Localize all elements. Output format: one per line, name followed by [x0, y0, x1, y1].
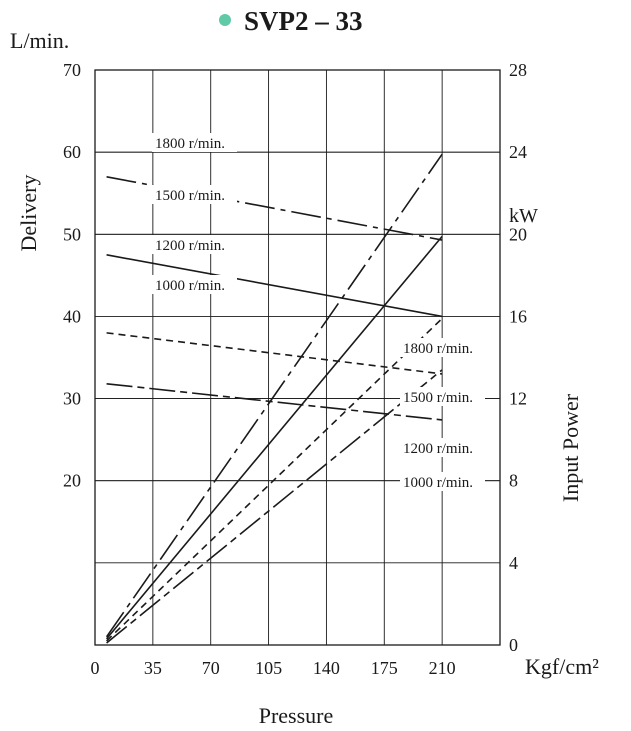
left-tick-label: 20 [63, 471, 81, 491]
x-tick-label: 70 [202, 658, 220, 678]
delivery-label-1500: 1500 r/min. [155, 188, 225, 204]
right-tick-label: 24 [509, 142, 527, 162]
left-tick-label: 50 [63, 224, 81, 244]
power-line-1000 [106, 369, 443, 644]
power-label-1200: 1200 r/min. [403, 441, 473, 457]
left-tick-label: 30 [63, 389, 81, 409]
title-marker [219, 14, 231, 26]
delivery-line-1200 [106, 332, 443, 375]
x-tick-label: 0 [91, 658, 100, 678]
x-axis-label: Pressure [259, 703, 334, 728]
delivery-label-1500-bg [152, 185, 237, 204]
series-lines: 1800 r/min. 1500 r/min. 1200 r/min. 1000 r/… [105, 133, 485, 644]
power-label-1500-bg [400, 387, 485, 406]
power-label-1200-bg [400, 438, 485, 457]
right-tick-label: 20 [509, 224, 527, 244]
x-tick-label: 35 [144, 658, 162, 678]
delivery-label-1200-bg [152, 235, 237, 254]
delivery-label-1200: 1200 r/min. [155, 238, 225, 254]
delivery-label-1000: 1000 r/min. [155, 278, 225, 294]
grid [94, 69, 501, 646]
left-tick-label: 60 [63, 142, 81, 162]
left-tick-label: 40 [63, 306, 81, 326]
x-tick-label: 210 [429, 658, 456, 678]
tick-labels: 0 35 70 105 140 175 210 20 30 40 50 60 70 0 4 8 12 16 20 24… [63, 60, 527, 678]
x-axis-unit: Kgf/cm² [525, 654, 599, 679]
power-label-1000: 1000 r/min. [403, 475, 473, 491]
right-axis-label: Input Power [558, 393, 583, 502]
power-line-1500 [105, 235, 443, 640]
right-axis-unit: kW [509, 205, 538, 227]
power-line-1800 [105, 153, 443, 638]
right-tick-label: 12 [509, 389, 527, 409]
plot-frame [94, 69, 501, 646]
delivery-label-1800: 1800 r/min. [155, 136, 225, 152]
delivery-line-1000 [106, 382, 443, 421]
left-tick-label: 70 [63, 60, 81, 80]
delivery-label-1800-bg [152, 133, 237, 152]
power-line-1200 [106, 317, 443, 642]
power-label-1500: 1500 r/min. [403, 390, 473, 406]
power-label-1000-bg [400, 472, 485, 491]
power-label-1800: 1800 r/min. [403, 341, 473, 357]
delivery-line-1500 [106, 254, 443, 318]
x-tick-label: 105 [255, 658, 282, 678]
chart-title: SVP2 – 33 [244, 6, 363, 36]
left-axis-unit: L/min. [10, 28, 69, 53]
left-axis-label: Delivery [16, 175, 41, 252]
right-tick-label: 4 [509, 553, 518, 573]
right-tick-label: 0 [509, 635, 518, 655]
right-tick-label: 16 [509, 306, 527, 326]
right-tick-label: 28 [509, 60, 527, 80]
x-tick-label: 175 [371, 658, 398, 678]
right-tick-label: 8 [509, 471, 518, 491]
power-label-1800-bg [400, 338, 485, 357]
delivery-label-1000-bg [152, 275, 237, 294]
x-tick-label: 140 [313, 658, 340, 678]
